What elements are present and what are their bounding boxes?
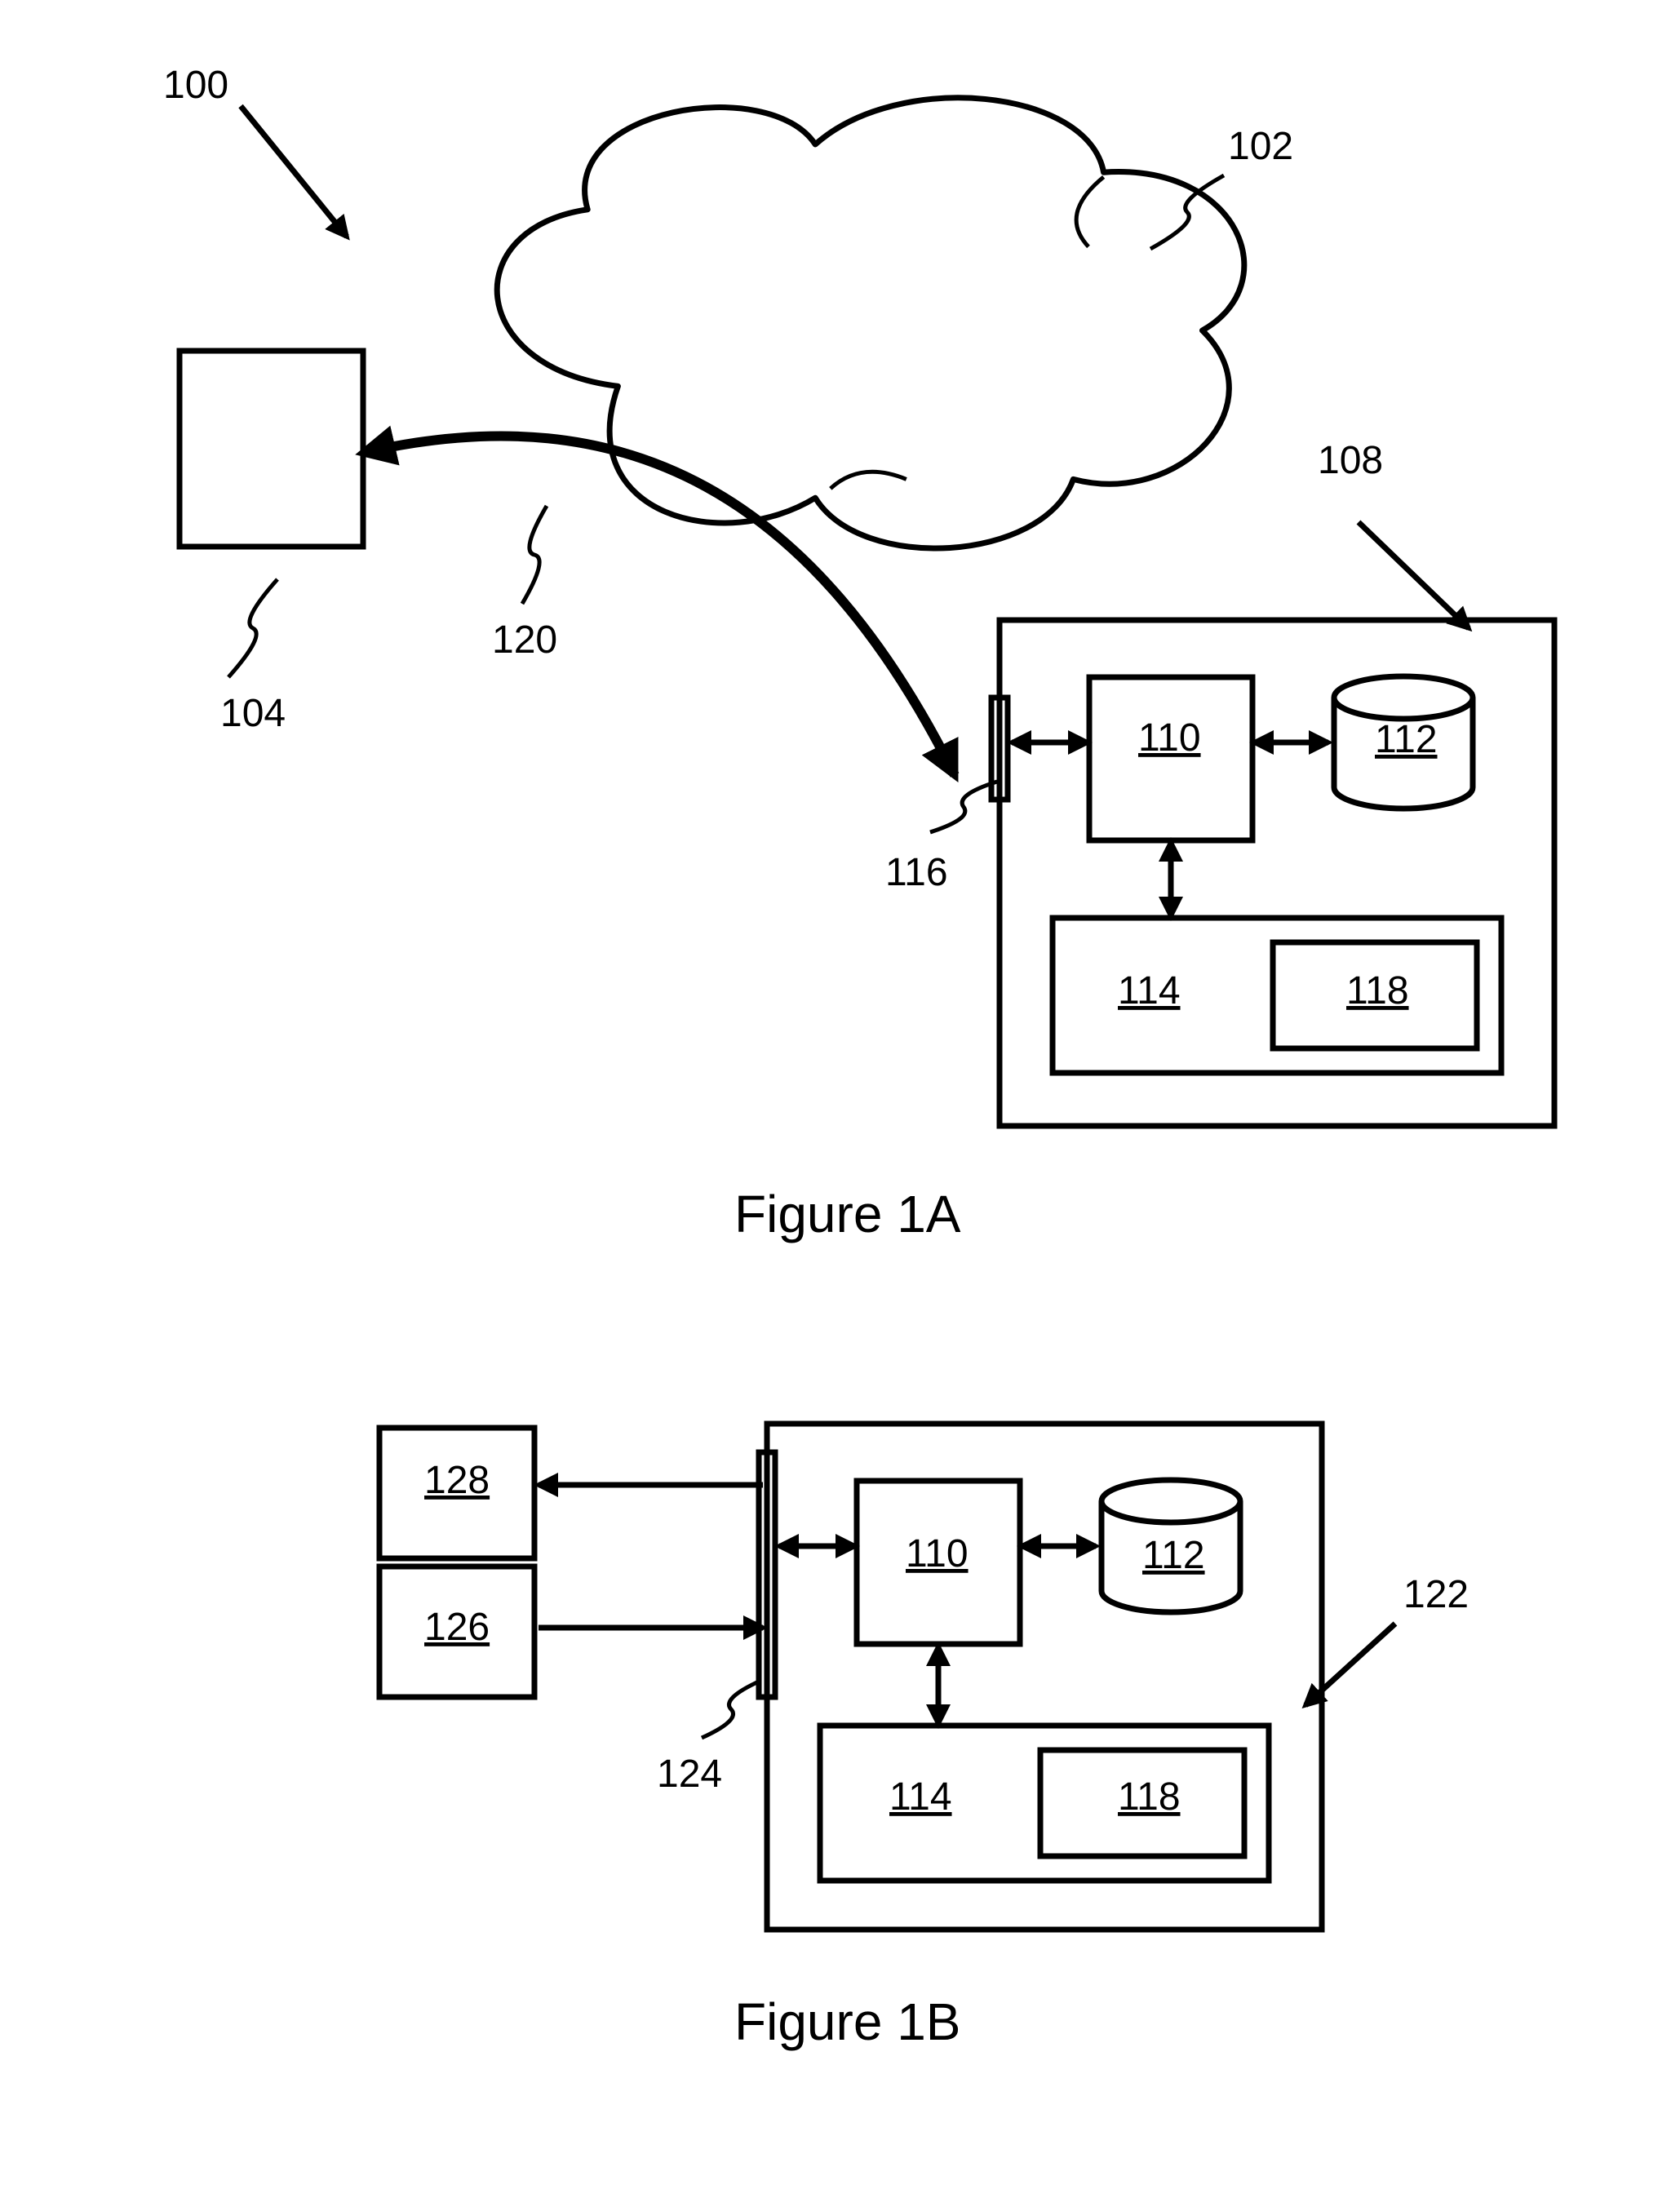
label-112: 112	[1142, 1534, 1205, 1577]
label-128: 128	[424, 1459, 490, 1502]
label-124: 124	[657, 1753, 722, 1796]
diagram-root: 100102104108110112114116118120Figure 1A1…	[0, 0, 1680, 2198]
label-114: 114	[889, 1775, 952, 1819]
box-104	[180, 351, 363, 547]
lead-104	[228, 579, 277, 677]
cloud-102	[497, 98, 1244, 548]
label-118: 118	[1118, 1775, 1181, 1819]
label-100: 100	[163, 64, 228, 107]
lead-100	[241, 106, 347, 237]
lead-108	[1359, 522, 1469, 628]
lead-120	[522, 506, 547, 604]
lead-116	[930, 782, 997, 832]
figure-1b: 110 112 114 118 122 124 126 128 Figure 1B	[379, 1424, 1469, 2051]
figure-1a: 100 102 104 108 110 112 114 116 118 120 Figure 1A	[163, 64, 1554, 1243]
label-108: 108	[1318, 439, 1383, 482]
label-110: 110	[1138, 716, 1201, 760]
label-110: 110	[906, 1532, 969, 1575]
label-122: 122	[1403, 1573, 1469, 1616]
caption-figure-1b: Figure 1B	[734, 1992, 960, 2051]
label-126: 126	[424, 1606, 490, 1649]
label-120: 120	[492, 618, 557, 662]
lead-124	[702, 1681, 760, 1738]
label-118: 118	[1346, 969, 1409, 1013]
caption-figure-1a: Figure 1A	[734, 1185, 961, 1243]
label-104: 104	[220, 692, 286, 735]
label-102: 102	[1228, 125, 1293, 168]
label-112: 112	[1375, 718, 1438, 761]
label-116: 116	[885, 851, 948, 894]
label-114: 114	[1118, 969, 1181, 1013]
